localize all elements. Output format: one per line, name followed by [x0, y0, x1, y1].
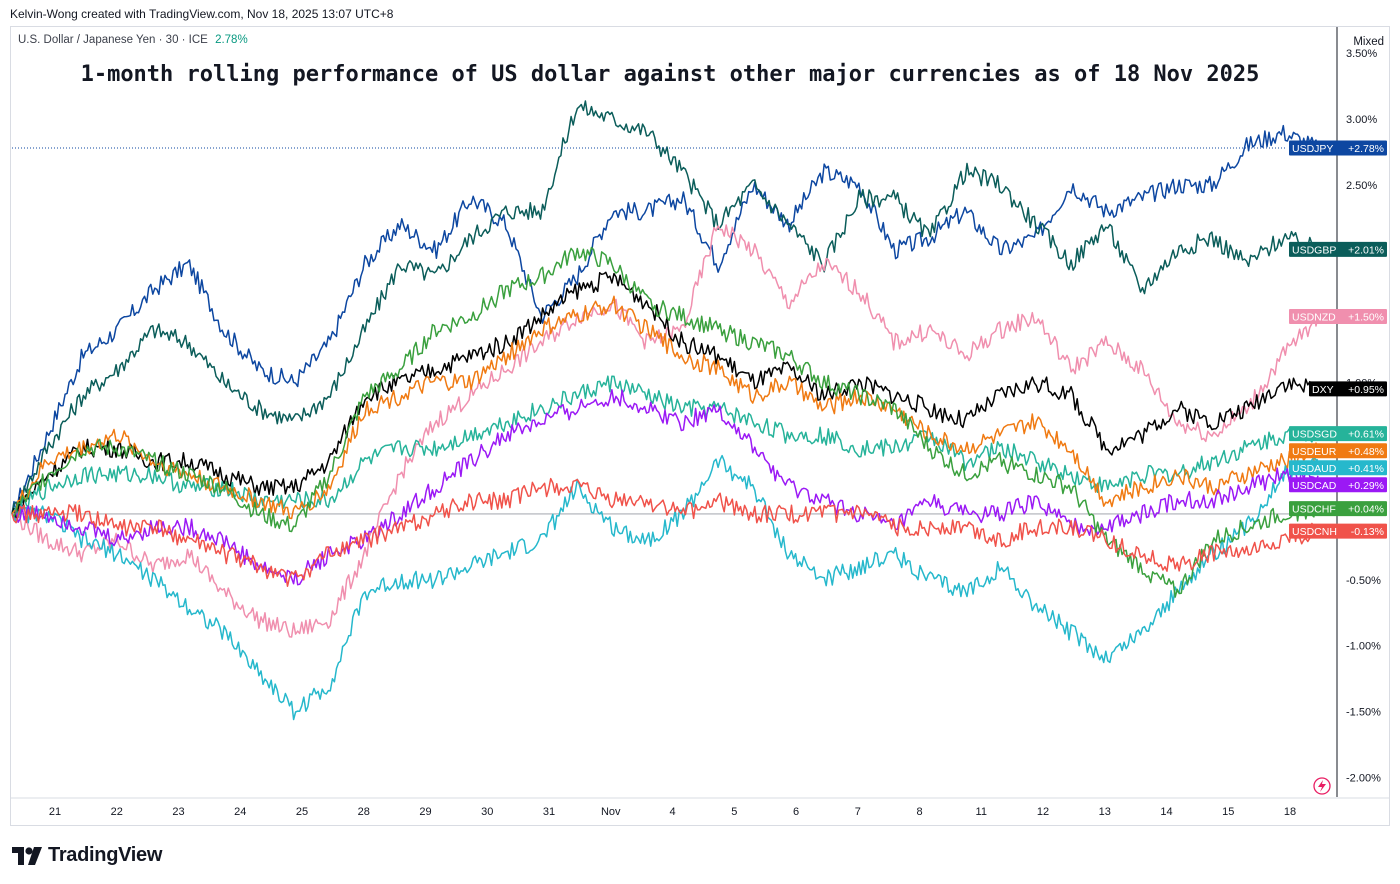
value-tag-bg	[1289, 241, 1387, 257]
series-line-usdsgd	[11, 375, 1319, 519]
value-tag-bg	[1289, 140, 1387, 156]
x-tick-label: 12	[1037, 806, 1049, 818]
lightning-icon-ring	[1313, 777, 1331, 795]
x-tick-label: 7	[855, 806, 861, 818]
series-line-usdeur	[11, 295, 1319, 520]
x-tick-label: 24	[234, 806, 246, 818]
value-tag-symbol: USDCNH	[1292, 526, 1337, 538]
tradingview-logo-icon	[12, 846, 42, 865]
x-tick-label: 31	[543, 806, 555, 818]
value-tag-symbol: USDAUD	[1292, 463, 1337, 475]
y-tick-label: 3.50%	[1346, 48, 1377, 60]
value-tag-symbol: USDCHF	[1292, 504, 1336, 516]
series-line-usdcad	[11, 388, 1319, 586]
series-line-usdcnh	[11, 477, 1319, 587]
x-tick-label: Nov	[601, 806, 621, 818]
x-tick-label: 13	[1099, 806, 1111, 818]
lightning-icon	[1313, 777, 1331, 795]
x-tick-label: 23	[172, 806, 184, 818]
x-tick-label: 11	[976, 806, 987, 818]
chart-title: 1-month rolling performance of US dollar…	[80, 62, 1260, 87]
value-tag-usdeur: USDEUR +0.48%	[1289, 443, 1387, 459]
y-tick-label: -2.00%	[1346, 772, 1381, 784]
x-tick-label: 8	[916, 806, 922, 818]
y-tick-label: 2.50%	[1346, 180, 1377, 192]
y-tick-label: -0.50%	[1346, 575, 1381, 587]
value-tag-symbol: USDGBP	[1292, 244, 1336, 256]
value-tag-usdjpy: USDJPY +2.78%	[1289, 140, 1387, 156]
symbol-name: U.S. Dollar / Japanese Yen · 30 · ICE	[18, 34, 208, 46]
value-tag-value: +0.95%	[1348, 384, 1384, 396]
value-tag-value: +2.78%	[1348, 143, 1384, 155]
value-tag-bg	[1289, 426, 1387, 442]
value-tag-usdsgd: USDSGD +0.61%	[1289, 426, 1387, 442]
symbol-legend[interactable]: U.S. Dollar / Japanese Yen · 30 · ICE 2.…	[18, 34, 248, 46]
y-tick-label: -1.00%	[1346, 641, 1381, 653]
x-tick-label: 4	[669, 806, 675, 818]
x-tick-label: 21	[49, 806, 61, 818]
value-tag-symbol: USDSGD	[1292, 429, 1337, 441]
symbol-change: 2.78%	[215, 34, 248, 46]
x-tick-label: 5	[731, 806, 737, 818]
scale-mode-button[interactable]: Mixed	[1353, 36, 1384, 48]
value-tag-dxy: DXY +0.95%	[1309, 381, 1387, 397]
value-tag-bg	[1289, 523, 1387, 539]
series-line-usdaud	[11, 454, 1319, 721]
series-line-usdgbp	[11, 100, 1319, 515]
value-tag-usdaud: USDAUD +0.41%	[1289, 460, 1387, 476]
value-tag-symbol: USDJPY	[1292, 143, 1333, 155]
value-tag-symbol: USDEUR	[1292, 446, 1337, 458]
value-tag-value: +0.41%	[1348, 463, 1384, 475]
x-tick-label: 14	[1160, 806, 1172, 818]
value-tag-value: +0.61%	[1348, 429, 1384, 441]
x-tick-label: 18	[1284, 806, 1296, 818]
value-tag-symbol: USDCAD	[1292, 480, 1337, 492]
series-line-usdjpy	[11, 124, 1319, 515]
y-tick-label: 3.00%	[1346, 114, 1377, 126]
x-tick-label: 6	[793, 806, 799, 818]
x-tick-label: 22	[111, 806, 123, 818]
value-tag-value: +2.01%	[1348, 244, 1384, 256]
value-tag-usdgbp: USDGBP +2.01%	[1289, 241, 1387, 257]
series-line-usdchf	[11, 246, 1319, 598]
value-tag-usdnzd: USDNZD +1.50%	[1289, 308, 1387, 324]
value-tag-bg	[1289, 308, 1387, 324]
value-tag-value: +1.50%	[1348, 311, 1384, 323]
chart-credit: Kelvin-Wong created with TradingView.com…	[10, 7, 394, 21]
footer-brand[interactable]: TradingView	[12, 844, 162, 867]
footer-brand-text: TradingView	[48, 844, 163, 866]
value-tag-usdcad: USDCAD +0.29%	[1289, 477, 1387, 493]
y-tick-label: -1.50%	[1346, 706, 1381, 718]
value-tag-bg	[1289, 501, 1387, 517]
value-tag-bg	[1289, 477, 1387, 493]
value-tag-usdchf: USDCHF +0.04%	[1289, 501, 1387, 517]
series-line-dxy	[11, 271, 1319, 519]
value-tag-symbol: DXY	[1312, 384, 1334, 396]
value-tag-value: +0.48%	[1348, 446, 1384, 458]
x-tick-label: 25	[296, 806, 308, 818]
value-tag-value: +0.29%	[1348, 480, 1384, 492]
value-tag-symbol: USDNZD	[1292, 311, 1336, 323]
chart-panel[interactable]	[10, 26, 1390, 826]
value-tag-usdcnh: USDCNH -0.13%	[1289, 523, 1387, 539]
x-tick-label: 30	[481, 806, 493, 818]
value-tag-value: -0.13%	[1351, 526, 1384, 538]
x-tick-label: 15	[1222, 806, 1234, 818]
value-tag-bg	[1289, 460, 1387, 476]
lightning-icon-bolt	[1318, 780, 1326, 792]
value-tag-value: +0.04%	[1348, 504, 1384, 516]
x-tick-label: 29	[419, 806, 431, 818]
x-tick-label: 28	[358, 806, 370, 818]
series-line-usdnzd	[11, 224, 1319, 638]
value-tag-bg	[1289, 443, 1387, 459]
value-tag-bg	[1309, 381, 1387, 397]
